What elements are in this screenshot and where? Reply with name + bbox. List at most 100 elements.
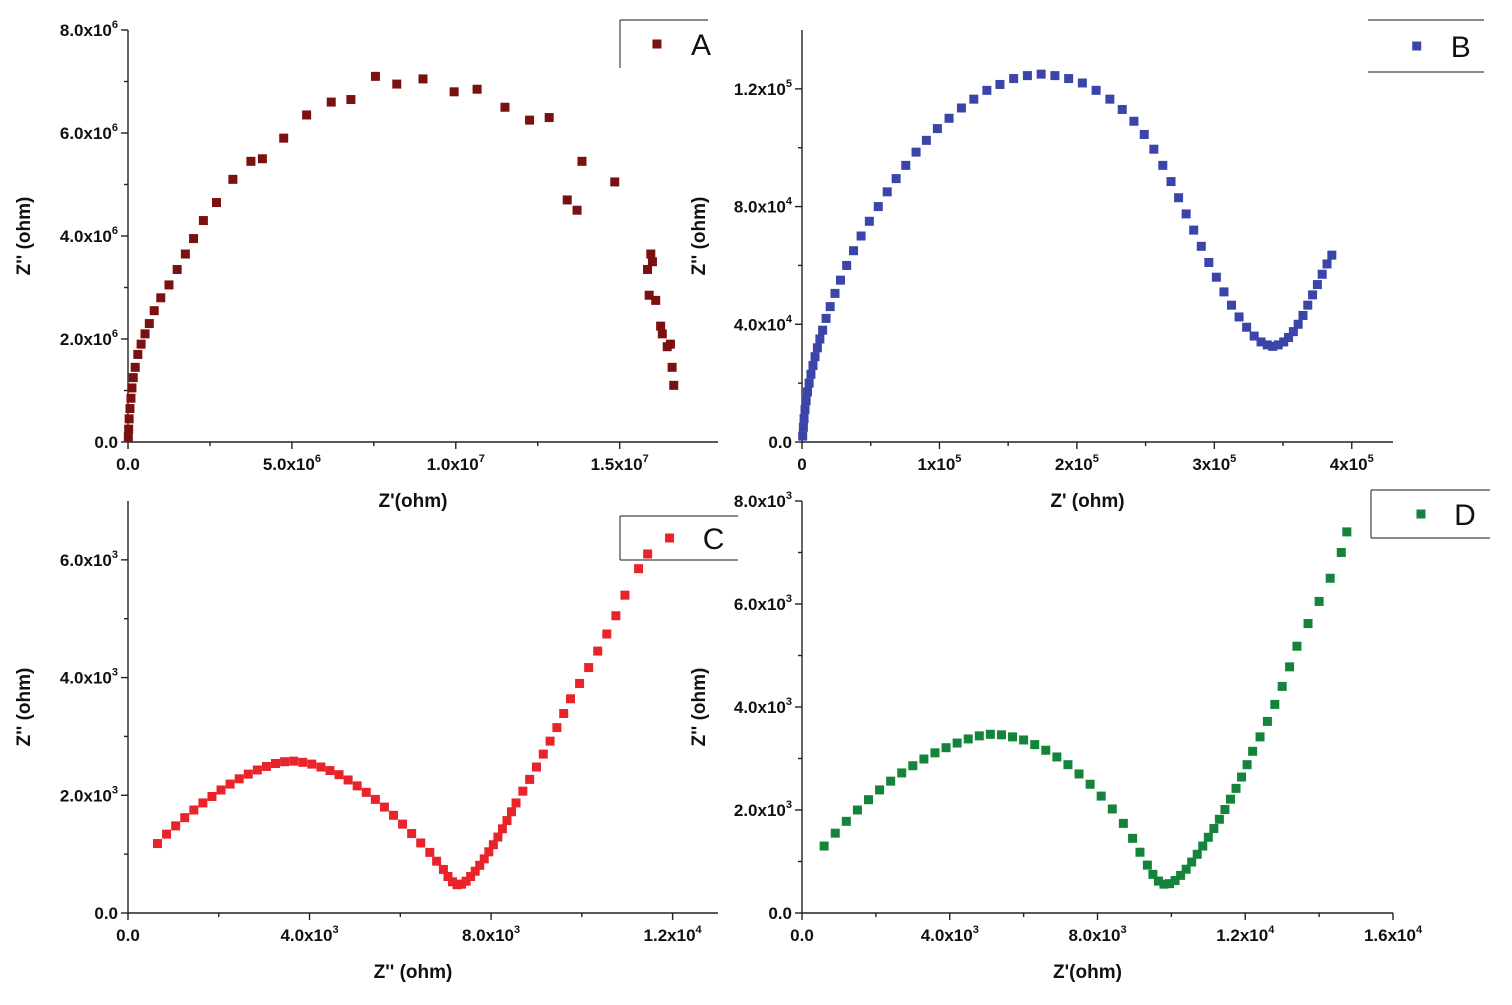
legend: B [1368,19,1484,73]
data-point [643,549,653,559]
data-point [457,879,467,889]
data-point [156,293,166,303]
data-point [812,343,822,353]
data-point [1277,681,1287,691]
data-point [806,369,816,379]
data-point [126,393,136,403]
data-point [1279,337,1289,347]
panel-c: 0.0 4.0x103 8.0x103 1.2x104 0.0 2.0x103 4.0x10… [14,501,738,983]
data-point [1225,794,1235,804]
data-point [1052,752,1062,762]
x-tick-label: 4.0x103 [280,924,338,945]
data-point [180,813,190,823]
data-point [800,405,810,415]
data-point [610,177,620,187]
data-point [488,840,498,850]
data-point [525,774,535,784]
data-point [1284,333,1294,343]
data-point [198,798,208,808]
data-point [484,847,494,857]
data-point [228,174,238,184]
data-point [507,807,516,817]
data-point [425,847,435,857]
data-point [932,124,942,134]
data-point [1204,257,1214,267]
data-point [982,85,992,95]
data-point [246,156,256,166]
data-point [873,202,883,212]
data-point [1209,824,1219,834]
y-tick-label: 6.0x106 [60,122,118,143]
data-point [361,787,371,797]
data-point [153,839,162,849]
data-point [552,723,562,733]
x-tick-label: 1.2x104 [1216,924,1275,945]
data-point [470,866,480,876]
data-point [647,257,657,267]
data-point [952,738,962,748]
series-c [153,549,653,890]
data-point [162,829,172,839]
data-point [852,805,862,815]
legend-label: A [691,29,711,62]
data-point [1220,804,1230,814]
x-tick-label: 1.6x104 [1364,924,1423,945]
data-point [370,71,380,81]
data-point [1256,337,1266,347]
data-point [234,774,244,784]
data-point [493,832,503,842]
data-point [810,352,820,362]
data-point [1336,548,1346,557]
data-point [545,736,555,746]
data-point [1198,841,1208,851]
y-tick-label: 6.0x103 [734,593,792,614]
x-tick-label: 8.0x103 [1068,924,1126,945]
data-point [1158,160,1168,170]
data-point [1117,104,1127,114]
panel-d: 0.0 4.0x103 8.0x103 1.2x104 1.6x104 0.0 2.0x10… [689,489,1490,983]
data-point [1219,287,1229,297]
y-tick-label: 6.0x103 [60,549,118,570]
data-point [298,757,308,767]
x-tick-label: 0.0 [116,926,140,945]
y-axis-title: Z'' (ohm) [689,197,710,276]
data-point [1118,818,1128,828]
x-axis-title: Z'(ohm) [379,491,448,512]
data-point [944,113,954,123]
data-point [438,864,448,874]
x-tick-label: 3x105 [1192,453,1236,474]
x-axis-title: Z'' (ohm) [374,962,453,983]
y-tick-label: 4.0x106 [60,225,118,246]
data-point [891,174,901,184]
data-point [127,383,137,393]
data-point [398,819,408,829]
data-point [271,759,280,769]
data-point [207,791,217,801]
y-axis-title: Z'' (ohm) [14,668,35,747]
data-point [133,349,143,359]
data-point [842,260,852,270]
data-point [1135,847,1145,857]
data-point [1317,269,1327,279]
data-point [252,765,262,775]
data-point [667,362,677,372]
data-point [863,795,873,805]
data-point [559,708,569,718]
data-point [656,321,666,331]
legend: C [619,515,738,561]
data-point [189,234,199,244]
data-point [1129,116,1139,126]
data-point [124,414,134,424]
data-point [525,115,535,125]
data-point [1298,310,1308,320]
data-point [1105,94,1115,104]
data-point [1008,732,1018,742]
data-point [1159,879,1169,889]
data-point [475,860,485,870]
data-point [830,288,840,298]
data-point [449,87,459,97]
x-tick-label: 0 [797,455,806,474]
data-point [798,422,808,432]
data-point [432,856,442,866]
data-point [392,79,402,89]
